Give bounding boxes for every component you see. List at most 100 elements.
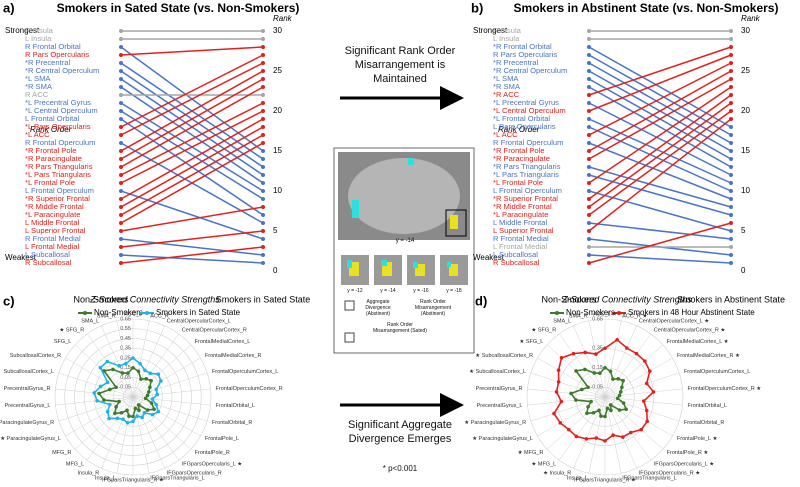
dot [587,229,591,233]
dot [119,37,123,41]
spoke [132,333,180,398]
dot [261,133,265,137]
dot [261,117,265,121]
slice-label: y = -14 [395,238,415,244]
dot [261,253,265,257]
row-label: L Middle Frontal [493,218,547,227]
series-dot [625,346,629,350]
row-label: *R Frontal Pole [25,146,77,155]
slope-line [120,142,264,224]
slice-label: y = -16 [413,288,429,294]
panel-label: d) [475,293,487,308]
row-label: L Superior Frontal [25,226,86,235]
row-label: R Insula [493,26,522,35]
y-tick-label: 15 [273,146,282,155]
brain-image [348,158,460,234]
series-dot [556,380,561,384]
axis-label: ★ Insula_R [543,469,571,476]
dot [119,29,123,33]
zoom-box [445,209,467,237]
series-dot [155,392,160,397]
spoke [132,357,201,398]
row-label: *L Pars Opercularis [25,122,91,131]
series-dot [107,416,111,421]
series-dot [150,412,155,417]
panel-label: b) [471,0,483,15]
spoke [604,396,664,450]
annotation: Significant Aggregate Divergence Emerges [348,419,452,445]
series-dot [142,410,147,415]
spoke [588,320,606,398]
annotation: * p<0.001 [382,464,418,473]
annotation: Strongest [5,26,40,35]
dot [119,213,123,217]
dot [729,221,733,225]
axis-label: PrecentralGyrus_L [477,403,523,409]
dot [261,189,265,193]
axis-label: ★ MFG_L [531,461,556,468]
axis-label: CentralOpercularCortex_R ★ [654,326,726,333]
dot [119,181,123,185]
dot [587,205,591,209]
spoke [132,396,201,437]
series-dot [115,416,120,421]
slope-line [588,110,732,216]
slope-line [588,62,732,144]
series-dot [621,435,625,439]
slope-line [588,166,732,208]
dot [119,93,123,97]
row-label: *L Frontal Pole [25,178,75,187]
series-dot [113,411,117,416]
series-dot [647,369,652,373]
dot [261,45,265,49]
series-dot [558,421,563,425]
spoke [58,372,134,398]
r-tick-label: 0.65 [120,316,131,322]
dot [119,197,123,201]
spoke [132,320,150,398]
dot [261,165,265,169]
series-dot [154,387,158,392]
slope-line [120,246,264,264]
axis-label: Insula_L [567,476,588,482]
series-dot [644,408,649,413]
series-dot [621,378,625,383]
dot [119,173,123,177]
series-dot [615,396,620,401]
series-dot [605,406,610,411]
row-label: R Subcallosal [493,258,540,267]
row-label: *R Frontal Pole [493,146,545,155]
axis-label: ★ SFG_R [59,326,84,333]
dot [261,157,265,161]
slope-line [120,62,264,136]
r-tick-label: 0.25 [120,355,131,361]
row-label: *R Pars Triangularis [25,162,93,171]
legend-swatch [344,300,355,311]
slope-line [120,190,264,240]
series-dot [566,427,571,432]
series-dot [126,371,130,375]
slope-line [588,46,732,128]
series-dot [131,414,135,419]
slope-line [588,118,732,232]
series-dot [146,390,151,394]
spoke [530,396,606,422]
r-tick-label: 0.35 [120,346,131,352]
axis-label: CentralOpercularCortex_R [182,327,247,333]
series-dot [586,385,590,390]
row-label: *R Pars Triangularis [493,162,561,171]
axis-label: ParacingulateGyrus_R [0,420,54,426]
dot [729,205,733,209]
dot [119,253,123,257]
dot [729,109,733,113]
row-label: *R Central Operculum [25,66,99,75]
axis-label: ACC_R [150,313,169,319]
row-label: *L Pars Triangularis [25,170,91,179]
dot [587,213,591,217]
axis-label: CentralOpercularCortex_L [167,319,231,325]
y-tick-label: 0 [273,266,278,275]
dot [587,29,591,33]
series-dot [571,351,576,356]
annotation: Weakest [473,253,505,262]
